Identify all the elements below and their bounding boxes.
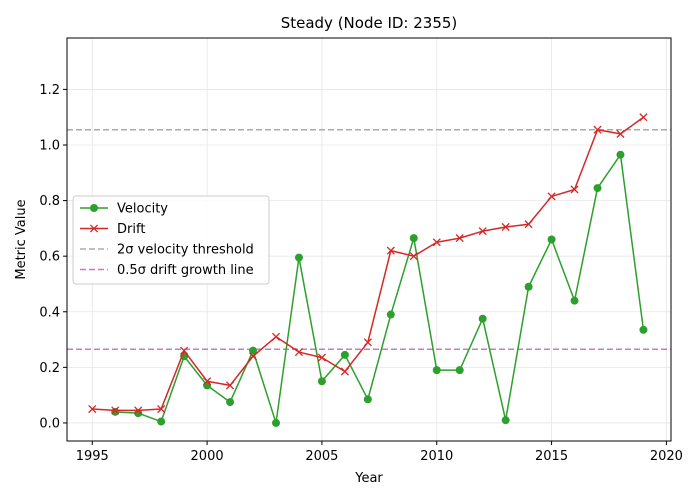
drift-point — [294, 348, 304, 357]
velocity-point — [570, 296, 579, 305]
velocity-point — [294, 253, 303, 262]
legend-label: 0.5σ drift growth line — [117, 263, 254, 278]
drift-point — [409, 252, 418, 261]
x-tick-label: 1995 — [76, 449, 109, 464]
velocity-point — [363, 395, 372, 404]
y-axis-label: Metric Value — [14, 199, 29, 279]
drift-point — [547, 192, 556, 201]
series-layer — [88, 113, 648, 427]
velocity-point — [501, 416, 510, 425]
drift-point — [88, 404, 97, 414]
y-tick-label: 0.6 — [39, 250, 60, 265]
drift-point — [248, 352, 258, 361]
chart-title: Steady (Node ID: 2355) — [281, 14, 458, 32]
legend-box — [72, 195, 270, 285]
drift-point — [157, 404, 166, 414]
drift-point — [134, 406, 143, 415]
drift-point — [203, 377, 212, 386]
drift-point — [478, 227, 487, 236]
x-tick-label: 2015 — [535, 449, 568, 464]
legend-marker — [89, 224, 99, 233]
legend-marker — [90, 204, 98, 212]
y-tick-label: 0.0 — [39, 416, 60, 431]
velocity-point — [249, 346, 258, 355]
drift-point — [593, 125, 602, 134]
y-axis: 0.0 0.2 0.4 0.6 0.8 1.0 1.2 — [39, 83, 67, 431]
legend-label: Drift — [117, 222, 145, 237]
velocity-point — [478, 314, 487, 323]
x-axis: 1995 2000 2005 2010 2015 2020 — [76, 441, 683, 464]
velocity-point — [134, 409, 143, 418]
drift-point — [570, 185, 579, 194]
drift-point — [455, 234, 464, 243]
x-tick-label: 2005 — [305, 449, 338, 464]
drift-point — [363, 338, 372, 347]
drift-point — [616, 129, 625, 138]
velocity-point — [386, 310, 395, 319]
drift-point — [180, 346, 189, 355]
y-tick-label: 1.0 — [39, 139, 60, 154]
velocity-point — [157, 417, 166, 426]
velocity-point — [317, 377, 326, 386]
drift-point — [639, 113, 648, 122]
plot-frame — [66, 37, 672, 442]
drift-point — [386, 246, 395, 255]
velocity-point — [226, 398, 235, 407]
velocity-point — [271, 418, 280, 427]
velocity-point — [203, 381, 212, 390]
y-tick-label: 1.2 — [39, 83, 60, 98]
velocity-point — [639, 325, 648, 334]
drift-point — [111, 406, 120, 415]
y-tick-label: 0.4 — [39, 305, 60, 320]
velocity-point — [547, 235, 556, 244]
x-tick-label: 2000 — [191, 449, 224, 464]
legend-label: 2σ velocity threshold — [117, 243, 254, 258]
drift-point — [317, 353, 326, 362]
drift-point — [271, 332, 281, 341]
y-tick-label: 0.8 — [39, 194, 60, 209]
velocity-point — [432, 366, 441, 375]
velocity-point — [409, 234, 418, 243]
x-tick-label: 2010 — [420, 449, 453, 464]
drift-point — [340, 367, 349, 376]
series-line-velocity — [115, 153, 645, 424]
drift-point — [432, 238, 441, 247]
drift-point — [501, 222, 510, 232]
velocity-point — [455, 366, 464, 375]
legend-label: Velocity — [117, 202, 168, 217]
legend: Velocity Drift 2σ velocity threshold 0.5σ d… — [72, 195, 270, 285]
drift-point — [225, 381, 235, 390]
reference-lines — [67, 128, 671, 351]
y-tick-label: 0.2 — [39, 361, 60, 376]
velocity-point — [111, 407, 120, 416]
x-axis-label: Year — [354, 471, 383, 486]
x-tick-label: 2020 — [650, 449, 683, 464]
velocity-point — [524, 282, 533, 291]
velocity-point — [593, 184, 602, 193]
drift-point — [524, 220, 533, 229]
velocity-point — [616, 150, 625, 159]
velocity-point — [340, 350, 349, 359]
